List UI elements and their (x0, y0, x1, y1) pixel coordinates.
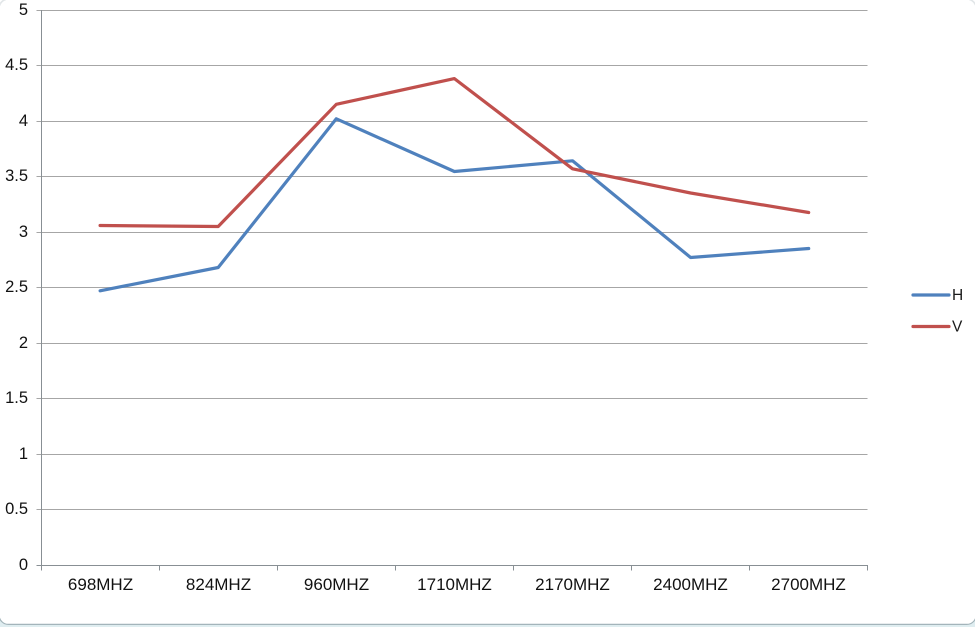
svg-text:2: 2 (19, 334, 28, 352)
svg-text:0: 0 (19, 556, 28, 574)
svg-text:1.5: 1.5 (5, 389, 28, 407)
svg-text:960MHZ: 960MHZ (304, 575, 369, 594)
svg-text:V: V (952, 319, 963, 336)
svg-text:4: 4 (19, 112, 28, 130)
svg-text:1710MHZ: 1710MHZ (417, 575, 492, 594)
svg-text:2170MHZ: 2170MHZ (535, 575, 610, 594)
svg-text:4.5: 4.5 (5, 56, 28, 74)
svg-text:H: H (952, 287, 963, 304)
svg-text:2400MHZ: 2400MHZ (653, 575, 728, 594)
svg-text:1: 1 (19, 445, 28, 463)
svg-text:3: 3 (19, 223, 28, 241)
svg-text:2700MHZ: 2700MHZ (771, 575, 846, 594)
svg-text:698MHZ: 698MHZ (68, 575, 133, 594)
svg-text:3.5: 3.5 (5, 167, 28, 185)
svg-text:824MHZ: 824MHZ (186, 575, 251, 594)
svg-text:2.5: 2.5 (5, 278, 28, 296)
svg-text:0.5: 0.5 (5, 500, 28, 518)
svg-text:5: 5 (19, 1, 28, 19)
